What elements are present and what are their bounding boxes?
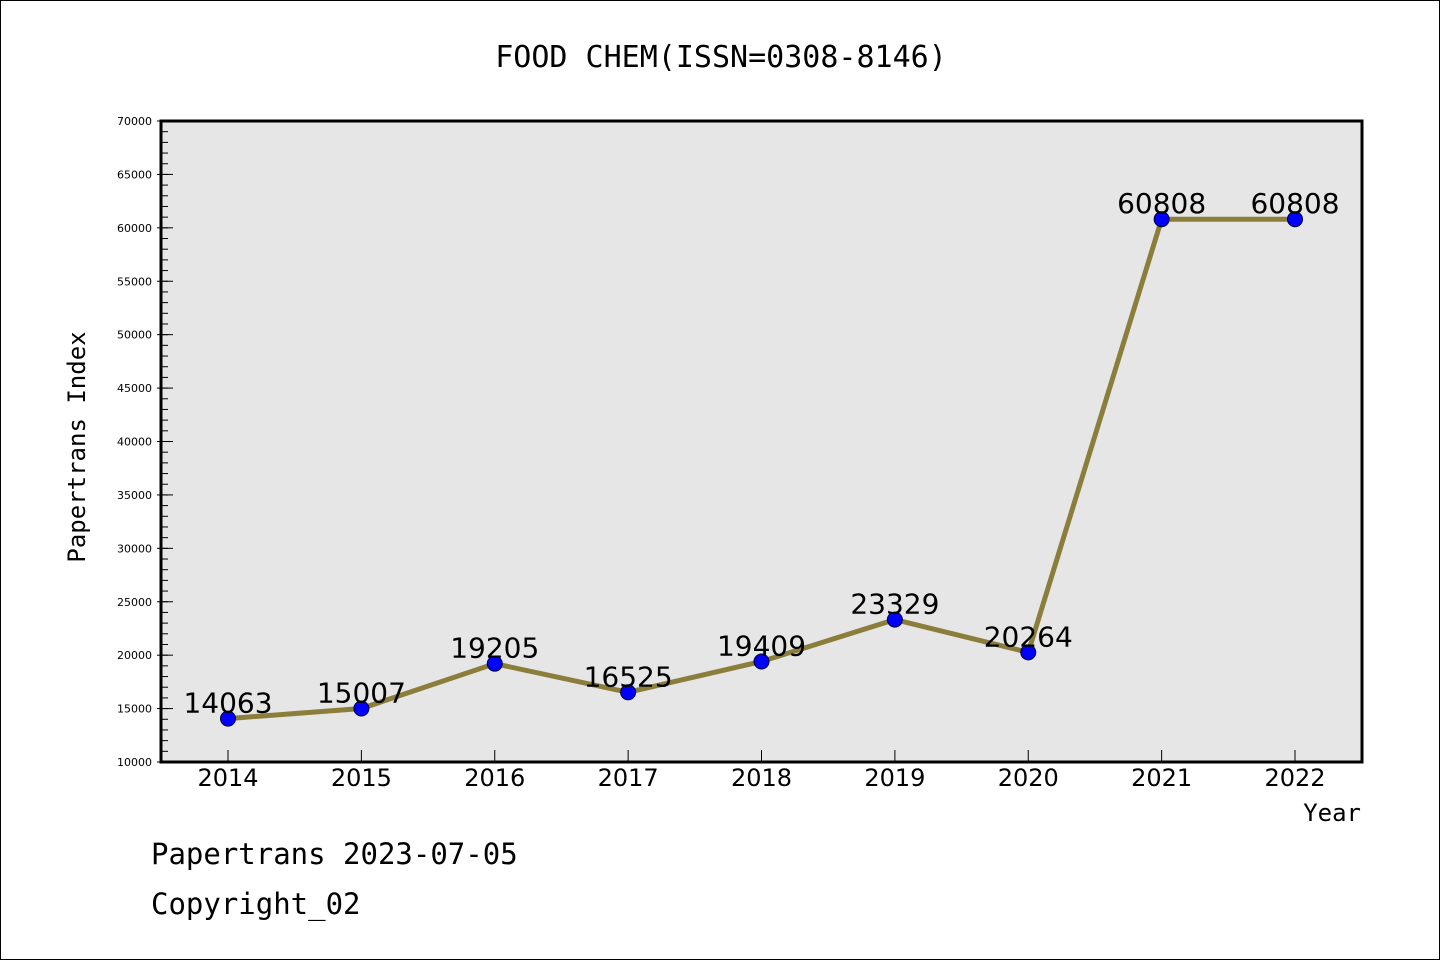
data-point-marker	[1020, 644, 1037, 661]
data-label: 16525	[584, 660, 673, 693]
x-tick-label: 2020	[998, 764, 1059, 792]
footer-copyright: Copyright_02	[151, 887, 361, 921]
y-axis-ticks: 10000 15000 20000 25000 30000 35000 40000 45000…	[117, 115, 173, 769]
x-tick-label: 2018	[731, 764, 792, 792]
y-tick-label: 40000	[117, 436, 152, 449]
x-tick-label: 2014	[197, 764, 258, 792]
data-label: 15007	[317, 677, 406, 710]
data-label: 60808	[1117, 187, 1206, 220]
x-axis-ticks: 2014 2015 2016 2017 2018 2019 2020 2021 2022	[197, 750, 1326, 792]
x-tick-label: 2016	[464, 764, 525, 792]
x-tick-label: 2021	[1131, 764, 1192, 792]
data-markers	[220, 211, 1303, 727]
x-tick-label: 2017	[598, 764, 659, 792]
y-tick-label: 30000	[117, 542, 152, 555]
data-point-marker	[753, 653, 770, 670]
y-tick-label: 35000	[117, 489, 152, 502]
y-tick-label: 45000	[117, 382, 152, 395]
y-tick-label: 55000	[117, 275, 152, 288]
x-axis-label: Year	[1303, 799, 1361, 827]
y-tick-label: 70000	[117, 115, 152, 128]
y-tick-label: 65000	[117, 168, 152, 181]
y-tick-label: 25000	[117, 596, 152, 609]
chart-title: FOOD CHEM(ISSN=0308-8146)	[495, 40, 947, 75]
data-label: 23329	[850, 588, 939, 621]
data-point-marker	[1153, 211, 1170, 228]
data-point-marker	[620, 684, 637, 701]
data-point-marker	[886, 611, 903, 628]
data-label: 60808	[1250, 187, 1339, 220]
data-label: 20264	[984, 620, 1073, 653]
plot-border	[159, 119, 1364, 764]
data-label: 19409	[717, 629, 806, 662]
data-point-marker	[1287, 211, 1303, 228]
y-tick-label: 15000	[117, 703, 152, 716]
y-axis-label: Papertrans Index	[63, 331, 91, 562]
data-labels: 14063 15007 19205 16525 19409 23329 20264 60808…	[183, 187, 1339, 719]
y-tick-label: 60000	[117, 222, 152, 235]
data-point-marker	[220, 710, 236, 727]
data-label: 19205	[450, 632, 539, 665]
data-point-marker	[353, 700, 370, 717]
y-tick-label: 10000	[117, 756, 152, 769]
x-tick-label: 2015	[331, 764, 392, 792]
y-tick-label: 20000	[117, 649, 152, 662]
data-label: 14063	[183, 687, 272, 720]
y-tick-label: 50000	[117, 329, 152, 342]
x-tick-label: 2019	[864, 764, 925, 792]
footer-date: Papertrans 2023-07-05	[151, 837, 518, 871]
x-tick-label: 2022	[1264, 764, 1325, 792]
data-point-marker	[486, 655, 503, 672]
